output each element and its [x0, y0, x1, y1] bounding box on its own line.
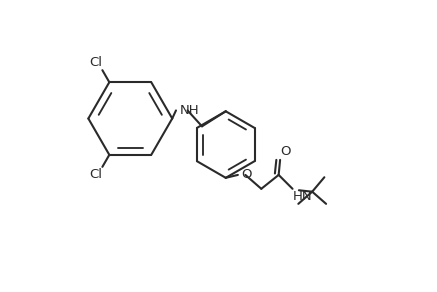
Text: O: O	[241, 168, 251, 181]
Text: HN: HN	[293, 190, 313, 203]
Text: NH: NH	[180, 104, 199, 117]
Text: Cl: Cl	[89, 56, 102, 69]
Text: O: O	[281, 145, 291, 159]
Text: Cl: Cl	[89, 168, 102, 181]
